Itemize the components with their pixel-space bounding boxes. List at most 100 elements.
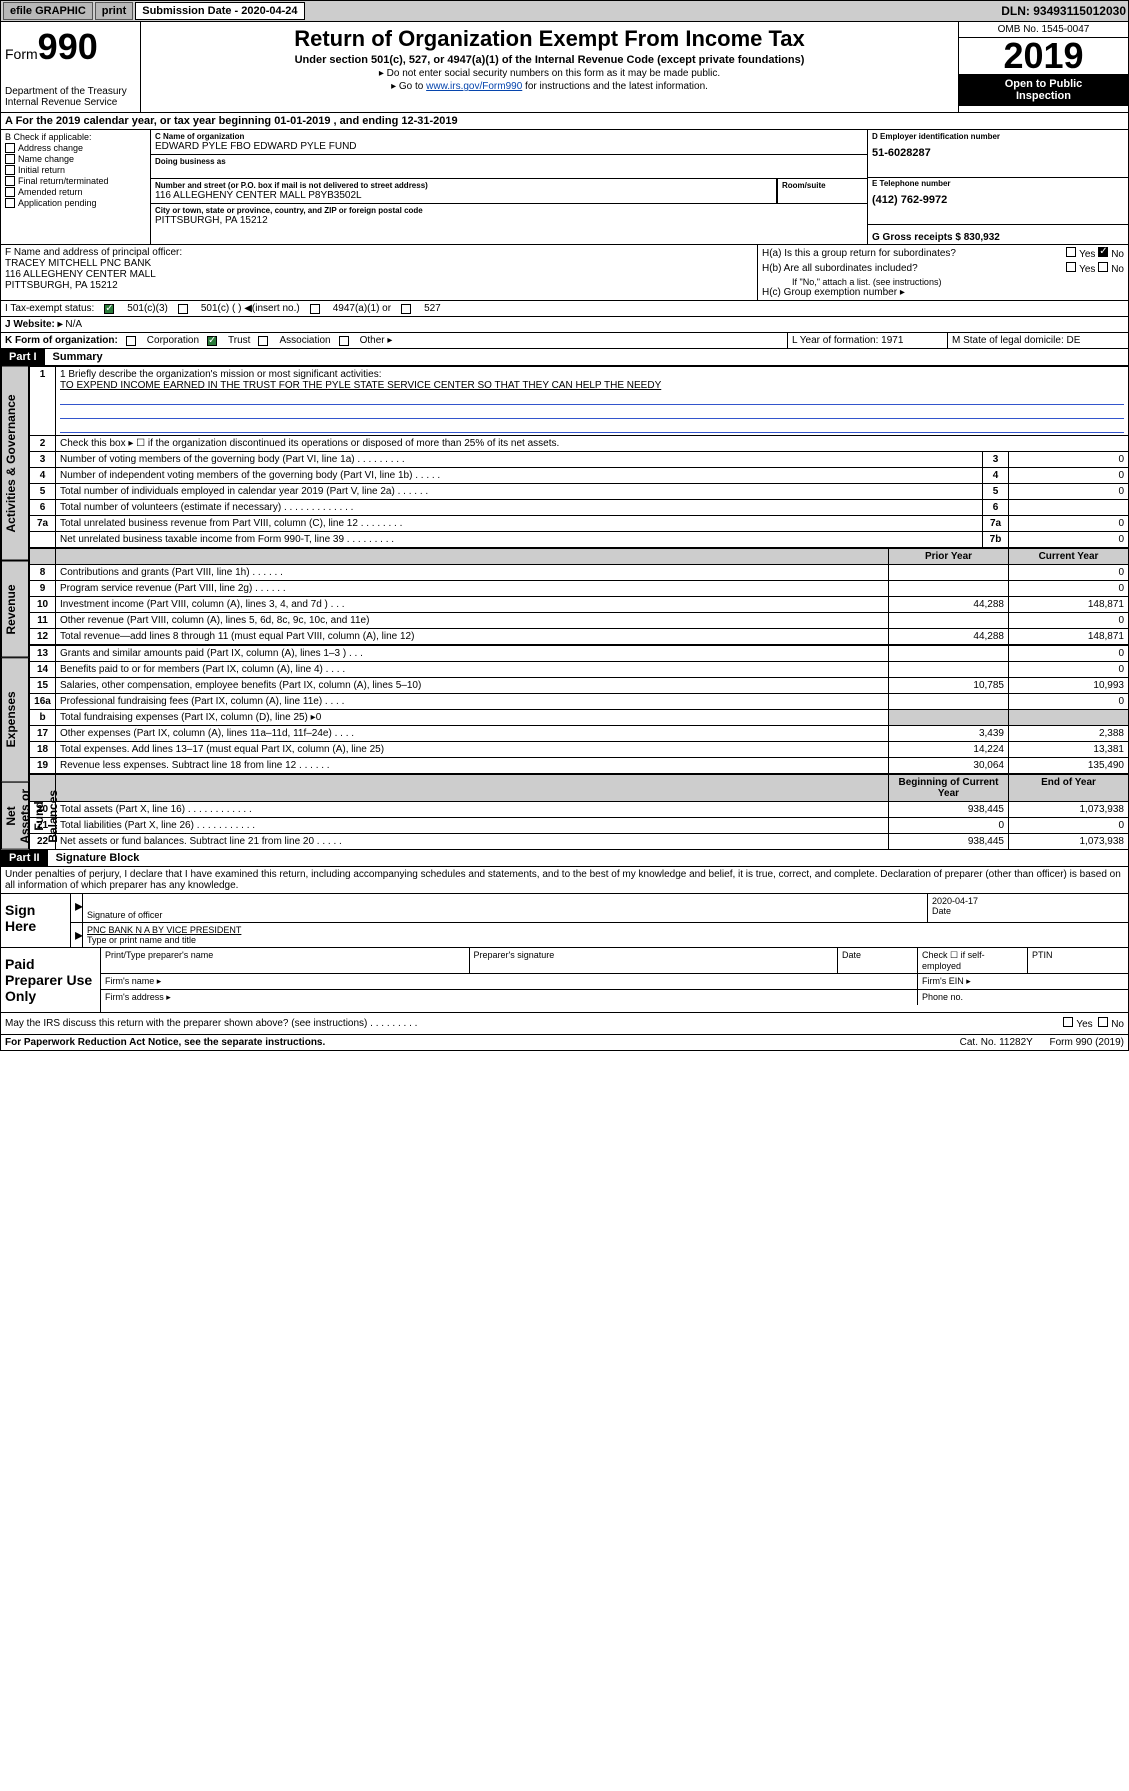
street-address: 116 ALLEGHENY CENTER MALL P8YB3502L	[155, 190, 772, 201]
city-label: City or town, state or province, country…	[155, 206, 863, 215]
part1-header: Part I Summary	[0, 349, 1129, 366]
part1-title: Summary	[45, 351, 103, 363]
print-button[interactable]: print	[95, 2, 133, 20]
check-initial-return[interactable]	[5, 165, 15, 175]
sign-here-label: Sign Here	[1, 894, 71, 947]
l8-desc: Contributions and grants (Part VIII, lin…	[56, 565, 889, 581]
l13-curr: 0	[1009, 646, 1129, 662]
check-501c[interactable]	[178, 304, 188, 314]
hb-no[interactable]	[1098, 262, 1108, 272]
box-b: B Check if applicable: Address change Na…	[1, 130, 151, 244]
sign-here-block: Sign Here ▸ Signature of officer 2020-04…	[0, 894, 1129, 948]
prep-date-label: Date	[838, 948, 918, 973]
check-address-change[interactable]	[5, 143, 15, 153]
vtab-revenue: Revenue	[1, 561, 29, 658]
part2-title: Signature Block	[48, 852, 140, 864]
vtab-netassets: Net Assets or Fund Balances	[1, 782, 29, 850]
line5-val: 0	[1009, 484, 1129, 500]
instr2-post: for instructions and the latest informat…	[522, 81, 708, 92]
l22-end: 1,073,938	[1009, 834, 1129, 850]
vtab-expenses: Expenses	[1, 657, 29, 782]
discuss-yes[interactable]	[1063, 1017, 1073, 1027]
opt-501c: 501(c) ( ) ◀(insert no.)	[201, 303, 300, 314]
sig-officer-label: Signature of officer	[87, 910, 923, 920]
check-corp[interactable]	[126, 336, 136, 346]
lb-desc: Total fundraising expenses (Part IX, col…	[56, 710, 889, 726]
l14-desc: Benefits paid to or for members (Part IX…	[56, 662, 889, 678]
perjury-statement: Under penalties of perjury, I declare th…	[0, 867, 1129, 894]
check-name-change[interactable]	[5, 154, 15, 164]
l22-desc: Net assets or fund balances. Subtract li…	[56, 834, 889, 850]
discuss-text: May the IRS discuss this return with the…	[5, 1018, 1063, 1029]
l19-prior: 30,064	[889, 758, 1009, 774]
check-527[interactable]	[401, 304, 411, 314]
l19-desc: Revenue less expenses. Subtract line 18 …	[56, 758, 889, 774]
city-state-zip: PITTSBURGH, PA 15212	[155, 215, 863, 226]
check-final-return[interactable]	[5, 176, 15, 186]
opt-4947: 4947(a)(1) or	[333, 303, 391, 314]
check-trust[interactable]: ✓	[207, 336, 217, 346]
tax-period: A For the 2019 calendar year, or tax yea…	[0, 113, 1129, 130]
l17-prior: 3,439	[889, 726, 1009, 742]
officer-name-label: Type or print name and title	[87, 935, 1124, 945]
discuss-no[interactable]	[1098, 1017, 1108, 1027]
part1-bar: Part I	[1, 349, 45, 365]
chk-label-0: Address change	[18, 143, 83, 153]
form-number: Form990	[5, 26, 136, 68]
hb-note: If "No," attach a list. (see instruction…	[792, 277, 1124, 287]
l9-prior	[889, 581, 1009, 597]
officer-name: TRACEY MITCHELL PNC BANK	[5, 258, 753, 269]
l15-curr: 10,993	[1009, 678, 1129, 694]
hb-yes[interactable]	[1066, 262, 1076, 272]
l21-beg: 0	[889, 818, 1009, 834]
form-header: Form990 Department of the Treasury Inter…	[0, 22, 1129, 113]
discuss-no-label: No	[1111, 1019, 1124, 1030]
box-b-label: B Check if applicable:	[5, 132, 146, 142]
instruction-1: ▸ Do not enter social security numbers o…	[149, 68, 950, 79]
l8-curr: 0	[1009, 565, 1129, 581]
yes-label: Yes	[1079, 249, 1095, 260]
check-4947[interactable]	[310, 304, 320, 314]
opt-corp: Corporation	[147, 335, 199, 346]
state-domicile: M State of legal domicile: DE	[948, 333, 1128, 348]
officer-printed-name: PNC BANK N A BY VICE PRESIDENT	[87, 925, 1124, 935]
l14-curr: 0	[1009, 662, 1129, 678]
check-501c3[interactable]: ✓	[104, 304, 114, 314]
line4-desc: Number of independent voting members of …	[56, 468, 983, 484]
opt-501c3: 501(c)(3)	[127, 303, 168, 314]
org-info-row: B Check if applicable: Address change Na…	[0, 130, 1129, 245]
check-app-pending[interactable]	[5, 198, 15, 208]
form-title: Return of Organization Exempt From Incom…	[149, 26, 950, 52]
l12-prior: 44,288	[889, 629, 1009, 645]
officer-addr2: PITTSBURGH, PA 15212	[5, 280, 753, 291]
line7a-val: 0	[1009, 516, 1129, 532]
l10-prior: 44,288	[889, 597, 1009, 613]
l20-desc: Total assets (Part X, line 16) . . . . .…	[56, 802, 889, 818]
ha-no[interactable]: ✓	[1098, 247, 1108, 257]
paid-preparer-block: Paid Preparer Use Only Print/Type prepar…	[0, 948, 1129, 1013]
line2: Check this box ▸ ☐ if the organization d…	[56, 436, 1129, 452]
ha-yes[interactable]	[1066, 247, 1076, 257]
line6-desc: Total number of volunteers (estimate if …	[56, 500, 983, 516]
mission-label: 1 Briefly describe the organization's mi…	[60, 369, 1124, 380]
l16a-desc: Professional fundraising fees (Part IX, …	[56, 694, 889, 710]
form990-link[interactable]: www.irs.gov/Form990	[426, 81, 522, 92]
check-other[interactable]	[339, 336, 349, 346]
instruction-2: ▸ Go to www.irs.gov/Form990 for instruct…	[149, 81, 950, 92]
prep-selfemp-label: Check ☐ if self-employed	[918, 948, 1028, 973]
l15-desc: Salaries, other compensation, employee b…	[56, 678, 889, 694]
prep-ptin-label: PTIN	[1028, 948, 1128, 973]
check-assoc[interactable]	[258, 336, 268, 346]
tax-year: 2019	[959, 38, 1128, 74]
check-amended[interactable]	[5, 187, 15, 197]
open-public: Open to Public	[961, 78, 1126, 90]
yes-label-2: Yes	[1079, 264, 1095, 275]
hdr-end: End of Year	[1009, 775, 1129, 802]
hb-label: H(b) Are all subordinates included?	[762, 263, 1066, 274]
l19-curr: 135,490	[1009, 758, 1129, 774]
org-name: EDWARD PYLE FBO EDWARD PYLE FUND	[155, 141, 863, 152]
chk-label-5: Application pending	[18, 198, 97, 208]
website-label: J Website: ▸	[5, 319, 63, 330]
form-word: Form	[5, 46, 38, 62]
efile-button[interactable]: efile GRAPHIC	[3, 2, 93, 20]
